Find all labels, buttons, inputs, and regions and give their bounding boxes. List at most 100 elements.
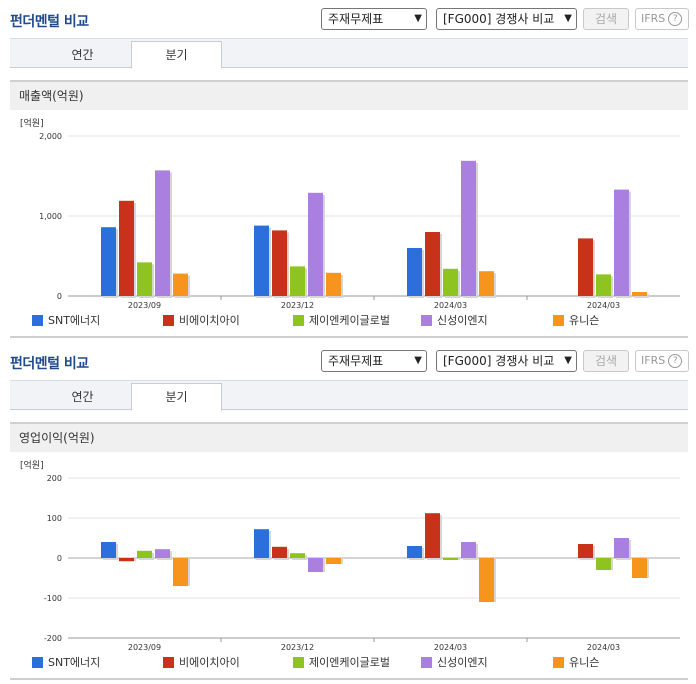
statement-select-value: 주재무제표 (328, 354, 384, 368)
bar (632, 292, 647, 296)
bar (173, 558, 188, 586)
tab-quarterly[interactable]: 분기 (131, 41, 222, 69)
bar (632, 558, 647, 578)
bar (155, 170, 170, 296)
y-tick-label: 0 (57, 292, 62, 301)
legend-swatch (553, 657, 564, 668)
compare-select-value: [FG000] 경쟁사 비교 (443, 12, 555, 26)
y-tick-label: -100 (44, 594, 62, 603)
legend-swatch (163, 315, 174, 326)
legend-swatch (421, 657, 432, 668)
revenue-panel: 펀더멘털 비교 주재무제표 ▼ [FG000] 경쟁사 비교 ▼ 검색 IFRS? … (10, 8, 689, 338)
legend-label: 유니슨 (569, 656, 599, 669)
chevron-down-icon: ▼ (414, 13, 422, 24)
bar (614, 538, 629, 558)
bar (254, 529, 269, 558)
bar (443, 268, 458, 296)
bar (137, 550, 152, 558)
bar (479, 558, 494, 602)
x-tick-label: 2024/03 (587, 643, 620, 652)
y-tick-label: 200 (47, 474, 62, 483)
y-tick-label: 1,000 (39, 212, 62, 221)
compare-select[interactable]: [FG000] 경쟁사 비교 ▼ (436, 350, 577, 372)
y-axis-unit-label: [억원] (20, 459, 44, 471)
operating-profit-panel: 펀더멘털 비교 주재무제표 ▼ [FG000] 경쟁사 비교 ▼ 검색 IFRS? … (0, 342, 696, 684)
bar (425, 513, 440, 558)
bar (461, 160, 476, 296)
bar (578, 238, 593, 296)
bar (155, 549, 170, 558)
divider (10, 678, 688, 680)
x-tick-label: 2023/09 (128, 643, 161, 652)
bar (326, 272, 341, 296)
compare-select[interactable]: [FG000] 경쟁사 비교 ▼ (436, 8, 577, 30)
bar (461, 542, 476, 558)
panel-title: 펀더멘털 비교 (10, 14, 89, 30)
x-tick-label: 2024/03 (434, 643, 467, 652)
ifrs-label: IFRS (641, 354, 666, 367)
ifrs-button[interactable]: IFRS? (635, 350, 689, 372)
help-icon[interactable]: ? (668, 12, 683, 26)
legend-label: SNT에너지 (48, 656, 100, 669)
legend-label: 제이엔케이글로벌 (309, 314, 390, 327)
bar (173, 273, 188, 296)
bar (137, 262, 152, 296)
tab-annual[interactable]: 연간 (71, 48, 94, 62)
chevron-down-icon: ▼ (564, 355, 572, 366)
legend-swatch (553, 315, 564, 326)
bar (479, 271, 494, 296)
y-tick-label: 100 (47, 514, 62, 523)
y-tick-label: 0 (57, 554, 62, 563)
legend-swatch (32, 315, 43, 326)
operating-profit-chart: [억원] -200 -100 0 100 200 2023/09 2023/12 2024/03… (20, 459, 680, 669)
legend-label: SNT에너지 (48, 314, 100, 327)
search-button[interactable]: 검색 (583, 8, 629, 30)
chart-subtitle: 매출액(억원) (10, 80, 688, 110)
divider (10, 336, 688, 338)
bar (308, 558, 323, 572)
bar (614, 189, 629, 296)
bar (290, 553, 305, 558)
bar (407, 546, 422, 558)
y-tick-label: -200 (44, 634, 62, 643)
bar (578, 544, 593, 558)
bar (308, 192, 323, 296)
legend-label: 신성이엔지 (437, 314, 488, 327)
ifrs-button[interactable]: IFRS? (635, 8, 689, 30)
y-tick-label: 2,000 (39, 132, 62, 141)
legend-label: 신성이엔지 (437, 656, 488, 669)
legend-swatch (421, 315, 432, 326)
chevron-down-icon: ▼ (414, 355, 422, 366)
statement-select-value: 주재무제표 (328, 12, 384, 26)
bar (101, 227, 116, 296)
help-icon[interactable]: ? (668, 354, 683, 368)
bar (443, 558, 458, 560)
statement-select[interactable]: 주재무제표 ▼ (321, 8, 427, 30)
y-axis-unit-label: [억원] (20, 117, 44, 129)
period-tabs: 연간 분기 (10, 380, 688, 411)
x-tick-label: 2023/12 (281, 643, 314, 652)
revenue-chart: [억원] 0 1,000 2,000 2023/09 2023/12 2024/03 2024… (20, 117, 680, 327)
bar (407, 248, 422, 296)
legend-label: 비에이치아이 (179, 314, 240, 327)
period-tabs: 연간 분기 (10, 38, 688, 69)
bar (425, 232, 440, 296)
panel-title: 펀더멘털 비교 (10, 356, 89, 372)
bar (596, 274, 611, 296)
bar (290, 266, 305, 296)
chevron-down-icon: ▼ (564, 13, 572, 24)
tab-quarterly[interactable]: 분기 (131, 383, 222, 411)
bar (272, 546, 287, 558)
legend-label: 유니슨 (569, 314, 599, 327)
statement-select[interactable]: 주재무제표 ▼ (321, 350, 427, 372)
legend-label: 비에이치아이 (179, 656, 240, 669)
bar (101, 542, 116, 558)
search-button[interactable]: 검색 (583, 350, 629, 372)
bar (254, 225, 269, 296)
x-tick-label: 2024/03 (434, 301, 467, 310)
tab-annual[interactable]: 연간 (71, 390, 94, 404)
chart-subtitle: 영업이익(억원) (10, 422, 688, 452)
legend-label: 제이엔케이글로벌 (309, 656, 390, 669)
legend-swatch (163, 657, 174, 668)
bar (119, 200, 134, 296)
